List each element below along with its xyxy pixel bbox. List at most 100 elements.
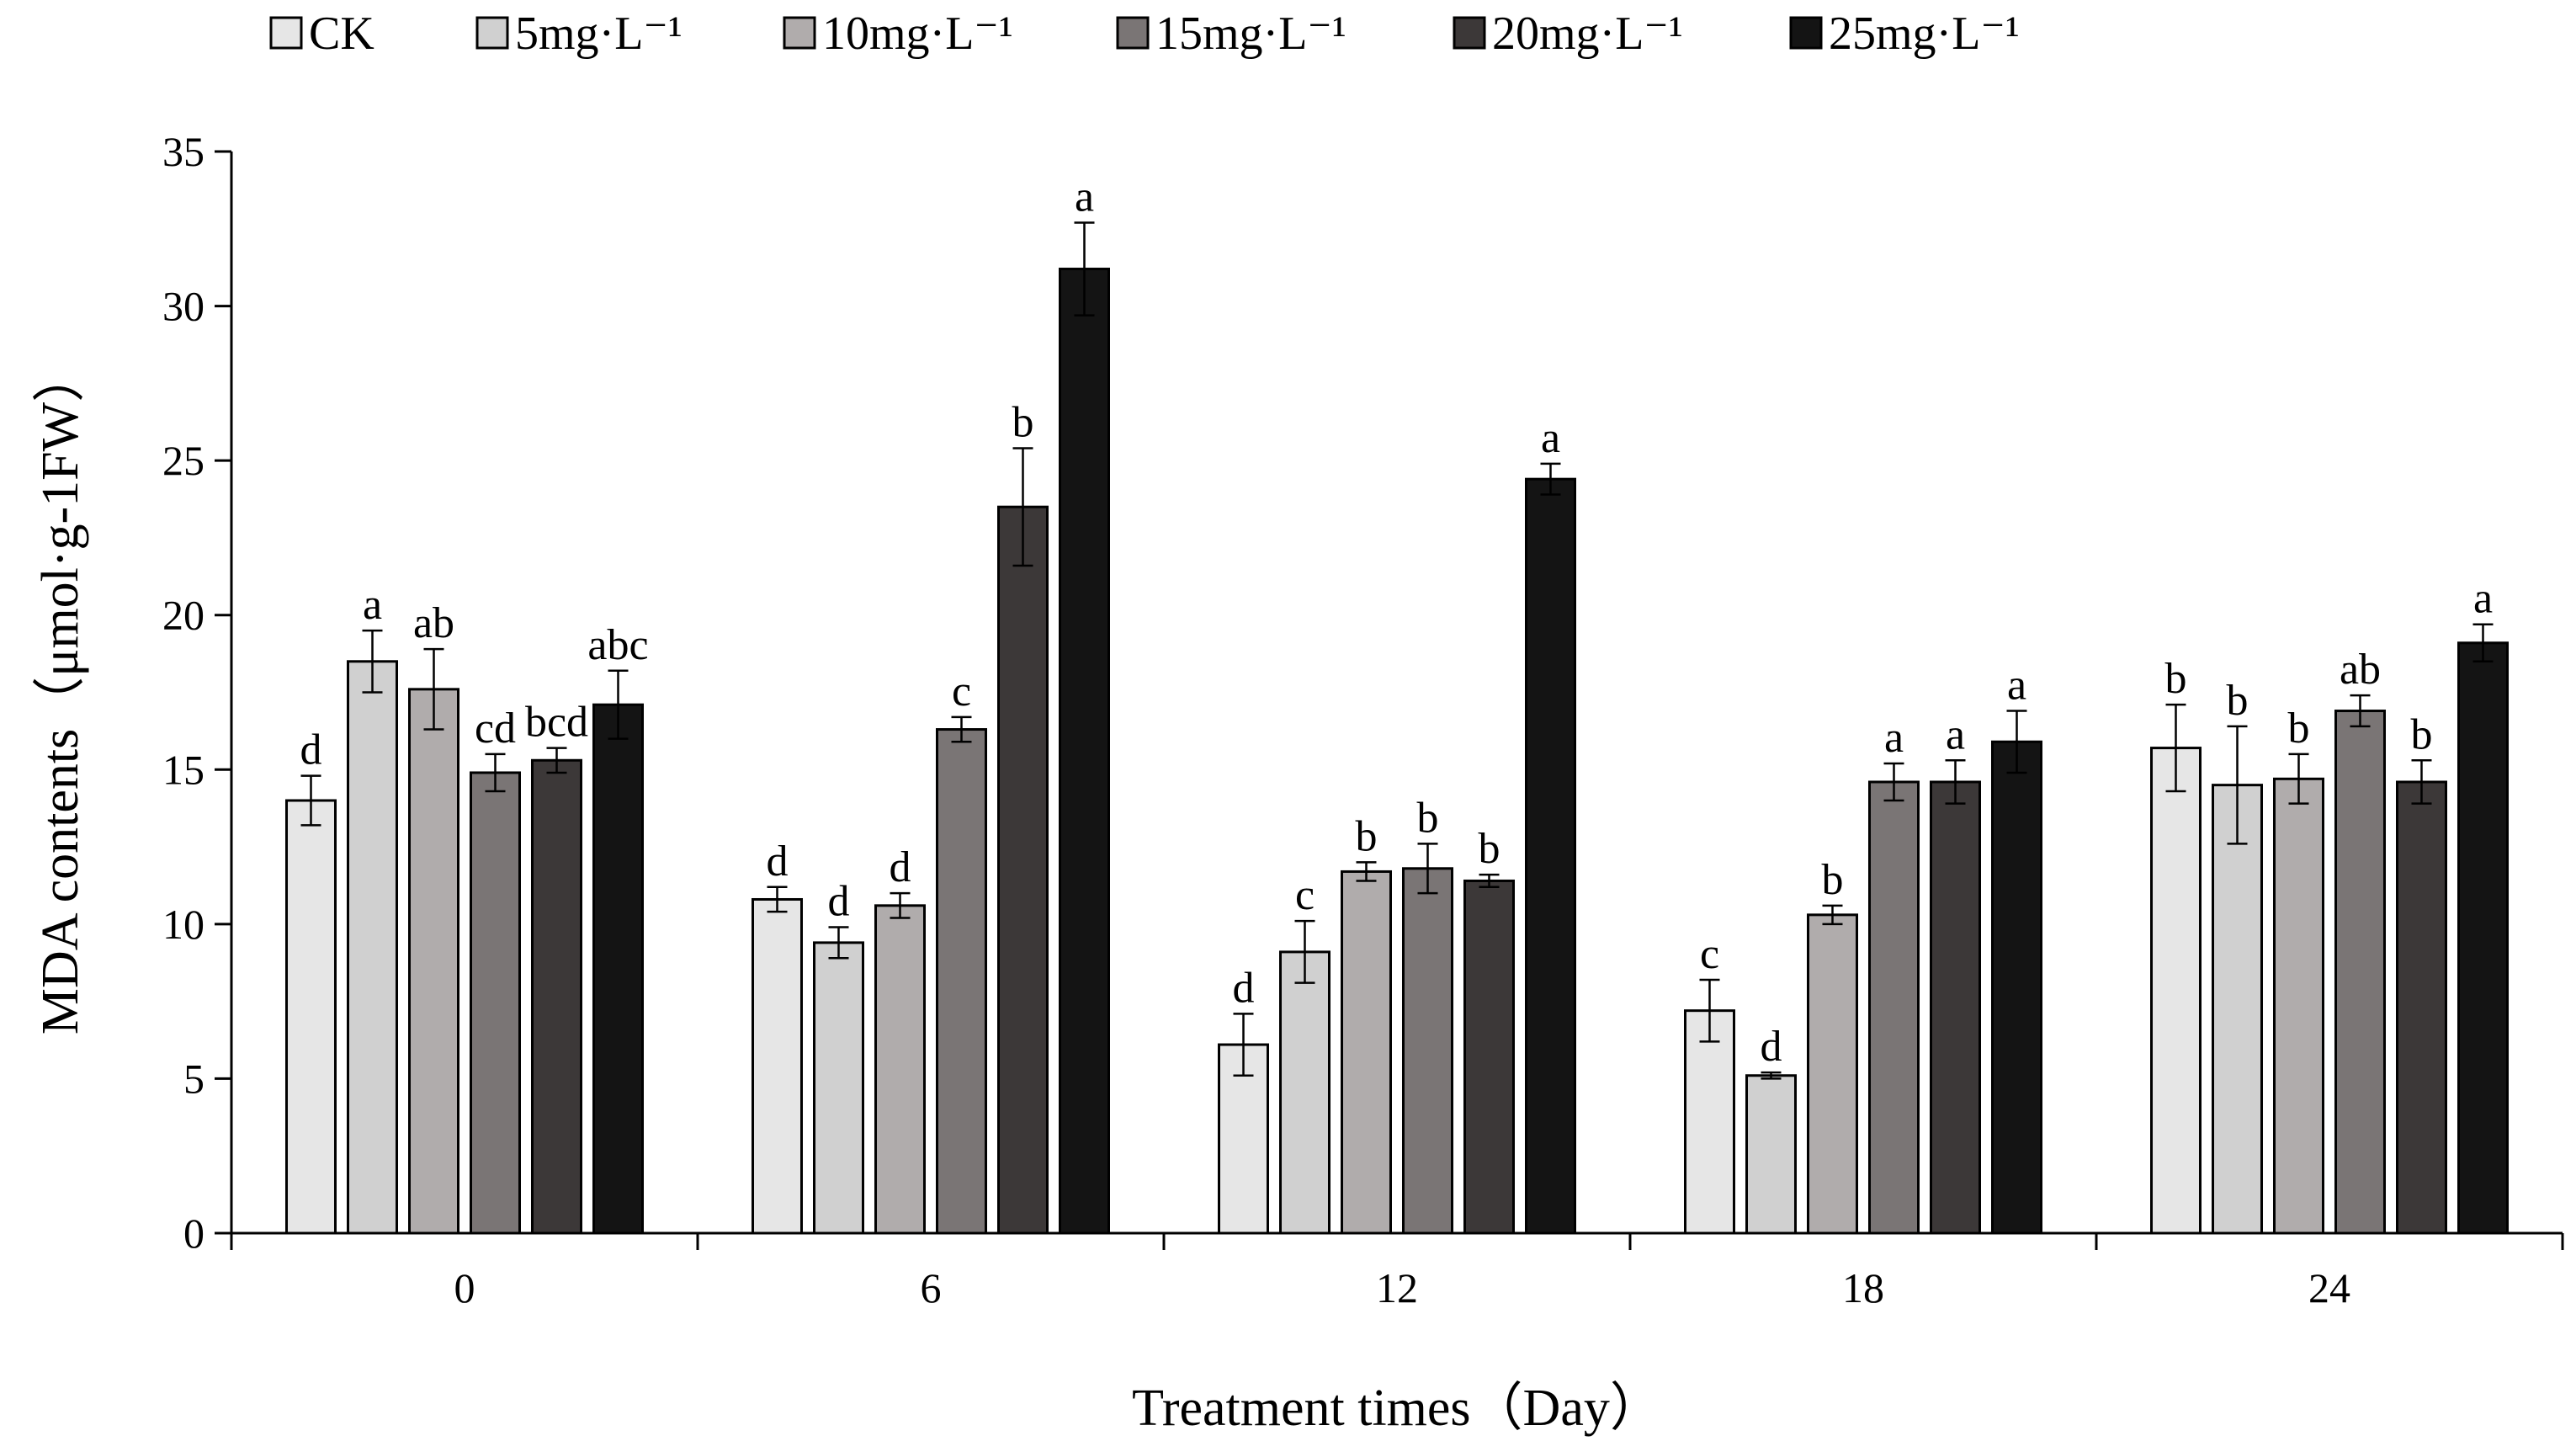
legend-label: CK [309,8,374,60]
significance-label: a [2473,575,2493,623]
bar [1745,1074,1797,1235]
bar [408,688,459,1235]
significance-label: d [1761,1023,1782,1071]
significance-label: d [890,843,911,891]
significance-label: ab [413,599,454,647]
y-axis: 0 5 10 15 20 25 30 35 [162,128,233,1257]
significance-label: c [1295,871,1315,919]
significance-label: a [2007,662,2026,710]
bar [347,660,398,1235]
y-tick-label: 0 [183,1210,204,1257]
significance-label: a [1946,710,1965,758]
bar [1868,780,1920,1235]
legend-swatch [269,16,303,50]
significance-label: d [828,878,850,926]
significance-label: a [1075,173,1094,221]
legend-swatch [1116,16,1150,50]
bar [2457,641,2509,1235]
y-tick-label: 25 [162,437,204,484]
significance-label: b [2227,677,2249,725]
significance-label: ab [2340,646,2381,694]
significance-label: bcd [525,699,588,747]
significance-label: b [1417,794,1439,842]
bar [752,897,803,1235]
bar [1525,477,1576,1235]
bar [1341,870,1392,1235]
significance-label: d [300,726,322,774]
significance-label: b [1356,812,1378,860]
bar [813,941,864,1235]
bar-group-day-0: d a ab cd bcd abc [285,581,649,1235]
legend-label: 5mg·L⁻¹ [515,8,683,60]
bar [2273,777,2324,1235]
bar [470,771,521,1235]
bar [1279,950,1330,1235]
bar [2212,784,2263,1235]
significance-label: b [2288,705,2310,753]
bar [1218,1043,1269,1235]
bar [592,703,644,1235]
legend-label: 20mg·L⁻¹ [1492,8,1683,60]
bar [936,728,987,1235]
legend-swatch [1453,16,1486,50]
significance-label: abc [587,621,648,669]
bar [1930,780,1981,1235]
legend-item: 10mg·L⁻¹ [783,8,1013,60]
x-tick-label: 18 [1842,1264,1884,1311]
significance-label: d [767,838,789,886]
y-tick-label: 20 [162,592,204,639]
y-tick-label: 5 [183,1055,204,1102]
legend-label: 25mg·L⁻¹ [1829,8,2020,60]
bar [2334,710,2386,1235]
bar [2150,747,2202,1235]
significance-label: a [1541,414,1560,462]
significance-label: a [363,581,382,629]
bar [1991,740,2042,1235]
legend-label: 15mg·L⁻¹ [1155,8,1346,60]
legend-label: 10mg·L⁻¹ [822,8,1013,60]
legend-item: 20mg·L⁻¹ [1453,8,1683,60]
legend-swatch [1789,16,1823,50]
bar-group-day-12: dcb bba [1218,414,1576,1235]
significance-label: b [1012,398,1034,446]
bar [1402,867,1453,1235]
significance-label: b [1479,825,1500,873]
bar [1059,268,1110,1235]
legend-swatch [475,16,509,50]
significance-label: b [1822,856,1844,904]
significance-label: b [2165,655,2187,703]
y-tick-label: 10 [162,901,204,948]
significance-label: c [952,667,971,715]
significance-label: b [2411,710,2433,758]
y-axis-title: MDA contents（μmol·g-1FW） [32,350,89,1034]
legend: CK 5mg·L⁻¹ 10mg·L⁻¹ 15mg·L⁻¹ 20mg·L⁻¹ 25mg·L⁻… [269,8,2020,60]
x-tick-label: 0 [454,1264,475,1311]
legend-item: 25mg·L⁻¹ [1789,8,2020,60]
significance-label: d [1233,964,1255,1012]
bar [997,505,1049,1235]
significance-label: c [1700,930,1719,978]
x-tick-label: 24 [2308,1264,2350,1311]
bar [285,799,337,1235]
bar [1463,879,1515,1235]
x-axis-title: Treatment times（Day） [1132,1380,1662,1437]
bar [874,904,926,1235]
bar [1684,1009,1735,1235]
bar [1807,913,1858,1235]
legend-item: 15mg·L⁻¹ [1116,8,1346,60]
significance-label: cd [475,705,516,753]
legend-item: CK [269,8,374,60]
legend-item: 5mg·L⁻¹ [475,8,683,60]
bar [2396,780,2447,1235]
y-tick-label: 30 [162,283,204,330]
bar [531,758,582,1235]
legend-swatch [783,16,816,50]
y-tick-label: 35 [162,128,204,175]
y-tick-label: 15 [162,746,204,793]
x-tick-label: 12 [1376,1264,1418,1311]
